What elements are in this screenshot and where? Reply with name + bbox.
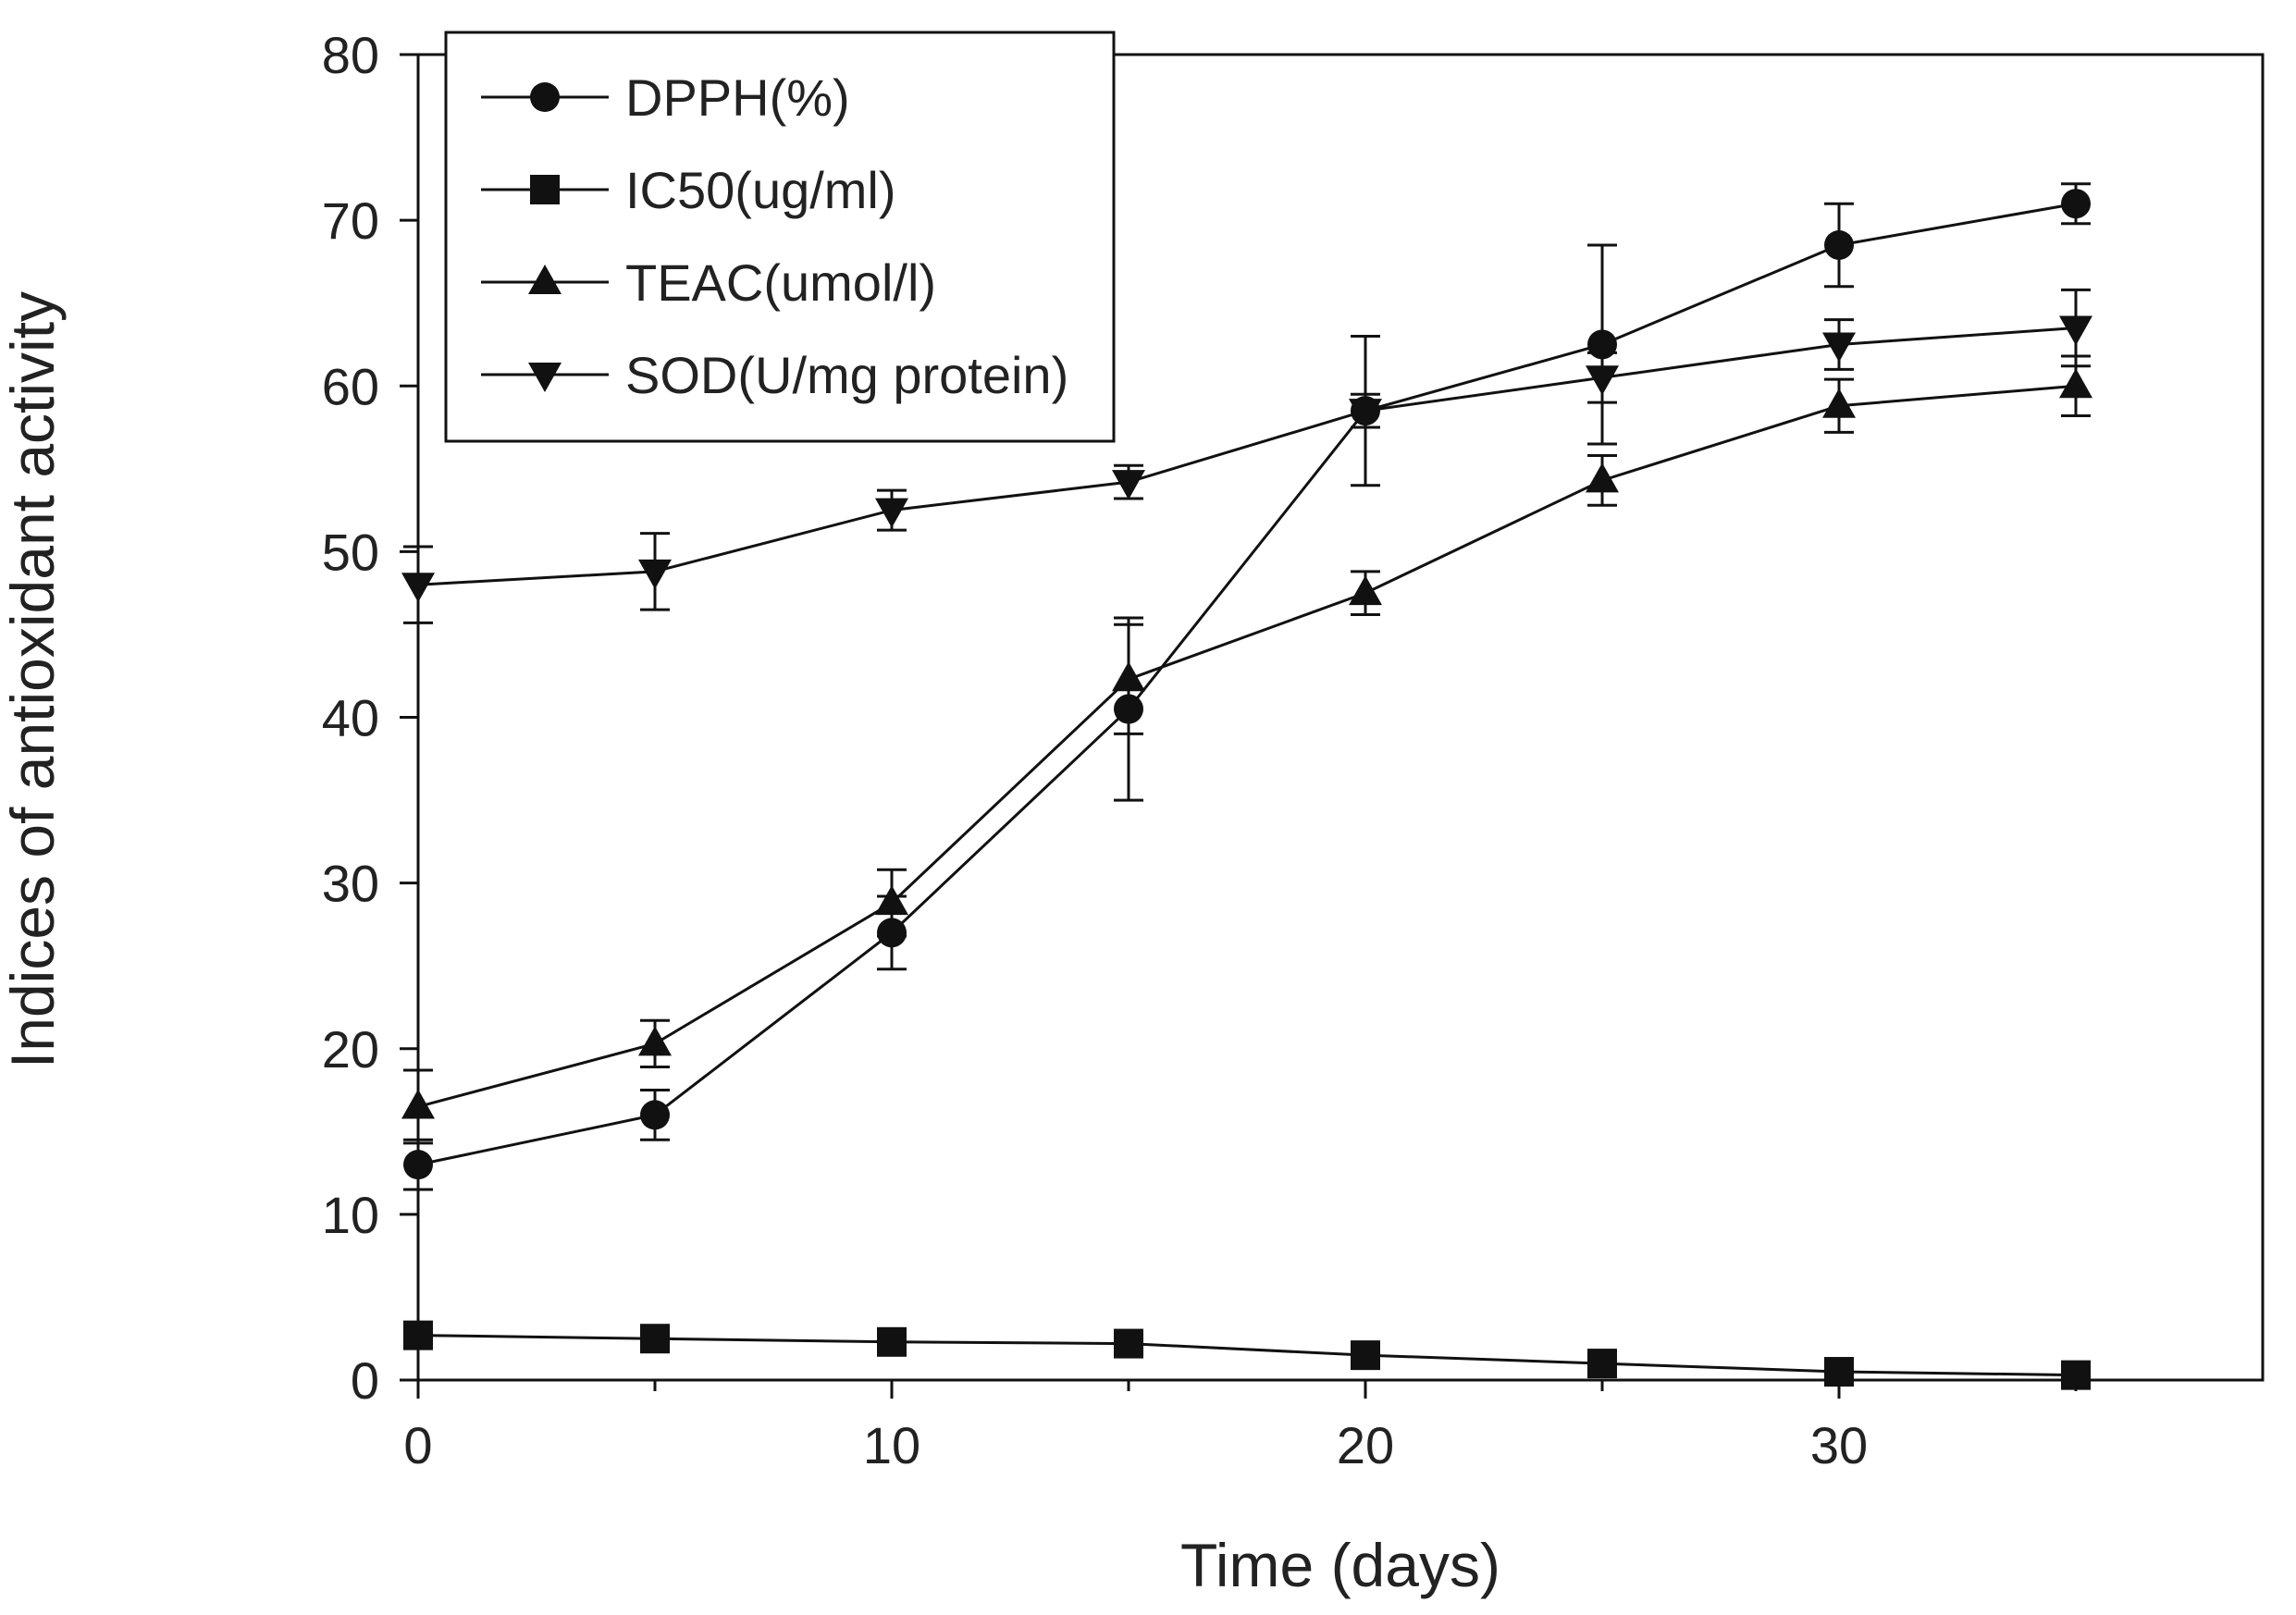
legend-marker [530,175,560,204]
data-point [1114,1328,1143,1359]
data-point [403,1150,433,1180]
legend-marker [530,82,560,112]
y-tick-label: 80 [322,26,379,84]
series-sod-u-mg-protein [401,288,2092,624]
y-tick-label: 70 [322,191,379,250]
data-point [2061,189,2091,219]
x-tick-label: 30 [1810,1416,1868,1474]
data-point [1349,575,1382,606]
data-point [640,1100,670,1130]
data-point [875,498,908,528]
data-point [2059,368,2092,399]
data-point [2059,315,2092,346]
data-point [1824,229,1854,260]
data-point [877,1326,907,1357]
data-point [1822,332,1856,363]
series-teac-umol-l [401,354,2092,1145]
y-axis-title: Indices of antioxidant activity [0,291,67,1068]
series-ic50-ug-ml [403,1320,2091,1390]
series-line [417,202,2077,1166]
legend-label: DPPH(%) [625,68,850,127]
data-point [638,1026,672,1056]
y-tick-label: 40 [322,689,379,747]
y-axis: 0 10 20 30 40 50 60 70 80 [322,26,420,1410]
y-tick-label: 20 [322,1020,379,1079]
legend-label: IC50(ug/ml) [625,161,896,219]
y-tick-label: 10 [322,1186,379,1244]
series-line [417,384,2077,1108]
series-layer [401,182,2092,1390]
data-point [1587,1349,1617,1379]
legend-label: SOD(U/mg protein) [625,346,1068,404]
data-point [1822,388,1856,418]
data-point [403,1320,433,1350]
data-point [638,559,672,589]
data-point [1586,462,1619,493]
data-point [1824,1357,1854,1387]
series-line [417,327,2077,586]
x-axis: 0 10 20 30 [403,1378,2263,1474]
x-axis-title: Time (days) [1180,1531,1500,1599]
data-point [401,1089,435,1119]
x-tick-label: 10 [863,1416,920,1474]
data-point [640,1324,670,1354]
data-point [875,885,908,916]
data-point [1586,365,1619,396]
data-point [401,573,435,603]
y-tick-label: 50 [322,523,379,581]
data-point [1349,399,1382,429]
y-tick-label: 0 [351,1351,379,1410]
x-tick-label: 20 [1337,1416,1394,1474]
data-point [1112,661,1145,692]
series-line [417,1334,2077,1377]
legend-label: TEAC(umol/l) [625,253,936,312]
y-tick-label: 60 [322,357,379,415]
data-point [1112,470,1145,500]
x-tick-label: 0 [403,1416,432,1474]
y-tick-label: 30 [322,855,379,913]
data-point [2061,1360,2091,1390]
legend: DPPH(%) IC50(ug/ml) TEAC(umol/l) SOD(U/mg p… [444,31,1116,443]
legend-marker [528,265,562,294]
data-point [1351,1340,1380,1371]
legend-marker [528,363,562,392]
